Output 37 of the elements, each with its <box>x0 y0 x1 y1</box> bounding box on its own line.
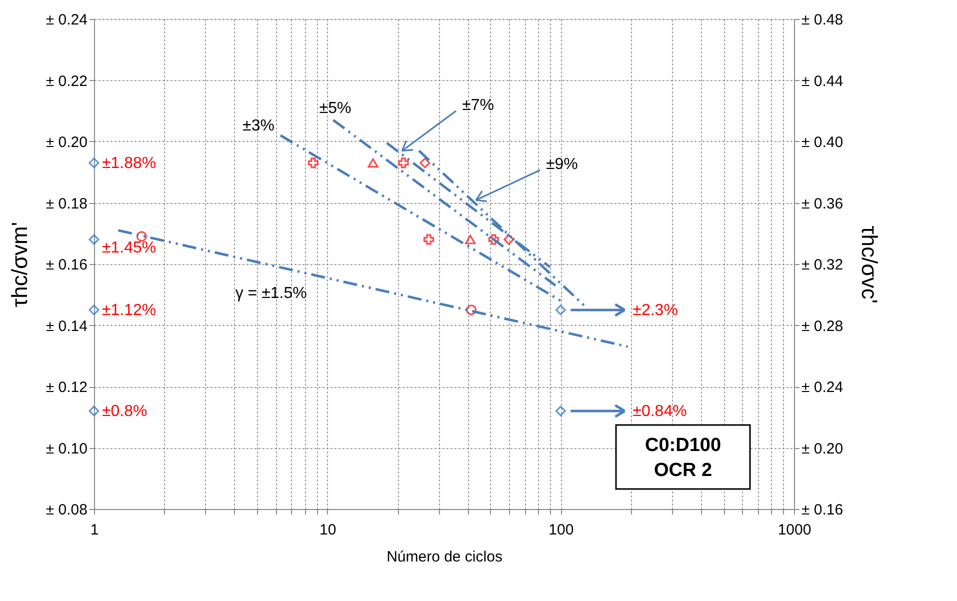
y2-tick-label: ± 0.28 <box>802 318 844 335</box>
annotation: ±1.12% <box>102 302 156 319</box>
y-axis-title: τhc/σvm' <box>6 222 32 308</box>
annotation: ±9% <box>546 156 578 174</box>
y2-tick-label: ± 0.40 <box>802 134 844 151</box>
y2-axis-title: τhc/σvc' <box>857 226 882 304</box>
y-tick-label: ± 0.08 <box>46 502 88 518</box>
y-tick-label: ± 0.10 <box>46 440 88 458</box>
y-tick-label: ± 0.20 <box>46 134 88 151</box>
annotation: ±0.8% <box>102 403 148 420</box>
y2-tick-label: ± 0.32 <box>802 256 844 274</box>
annotation: ±2.3% <box>632 302 678 319</box>
series-label: γ = ±1.5% <box>235 285 307 302</box>
x-tick-label: 1 <box>90 522 99 538</box>
y-tick-label: ± 0.22 <box>46 72 88 90</box>
x-tick-label: 100 <box>548 522 574 538</box>
annotation: ±7% <box>462 96 494 114</box>
x-axis-title: Número de ciclos <box>386 548 502 566</box>
y-tick-label: ± 0.14 <box>46 318 88 335</box>
y2-tick-label: ± 0.16 <box>802 502 844 518</box>
y2-tick-label: ± 0.36 <box>802 195 844 212</box>
y-tick-label: ± 0.12 <box>46 379 88 396</box>
y2-tick-label: ± 0.48 <box>802 12 844 28</box>
series-label: ±5% <box>319 100 352 118</box>
x-tick-label: 1000 <box>778 522 812 538</box>
y-tick-label: ± 0.16 <box>46 256 88 274</box>
y-tick-label: ± 0.24 <box>46 12 88 28</box>
annotation: C0:D100 OCR 2 <box>644 435 722 481</box>
annotation: ±0.84% <box>632 403 687 420</box>
y2-tick-label: ± 0.44 <box>802 72 844 90</box>
y2-tick-label: ± 0.20 <box>802 440 844 458</box>
y2-tick-label: ± 0.24 <box>802 379 844 396</box>
series-label: ±3% <box>242 117 274 134</box>
annotation: ±1.45% <box>102 240 156 256</box>
y-tick-label: ± 0.18 <box>46 195 88 212</box>
annotation: ±1.88% <box>102 154 156 172</box>
x-tick-label: 10 <box>319 522 336 538</box>
